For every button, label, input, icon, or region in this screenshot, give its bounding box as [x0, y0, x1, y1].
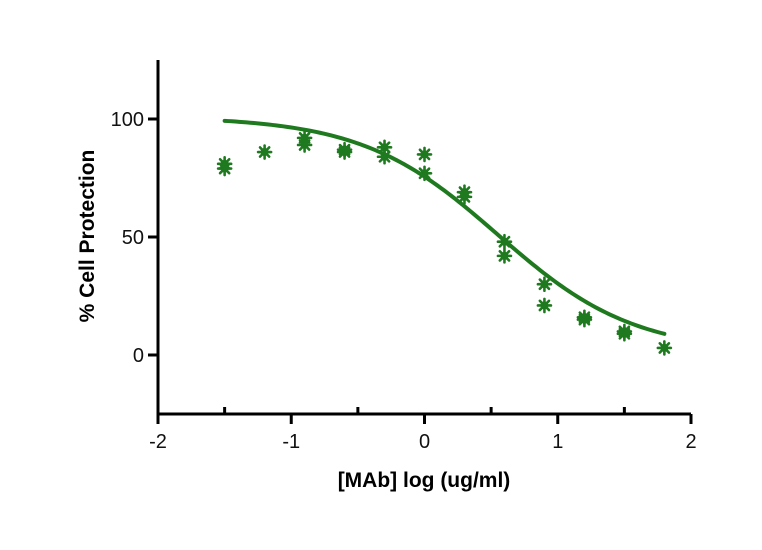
y-tick-label: 50 [122, 227, 144, 249]
axis-ticks [148, 117, 693, 424]
fit-curve [222, 118, 667, 336]
data-point [256, 144, 273, 160]
x-axis-title: [MAb] log (ug/ml) [338, 469, 511, 492]
x-tick-label: 0 [419, 431, 430, 453]
data-point [416, 165, 433, 182]
tick-labels: -2 -1 0 1 2 0 50 100 [111, 109, 697, 453]
data-point [616, 325, 633, 342]
data-point [216, 160, 233, 177]
data-point [536, 276, 553, 293]
y-tick-label: 100 [111, 109, 144, 131]
x-tick-label: 2 [685, 431, 696, 453]
data-point [496, 233, 513, 250]
y-axis-title: % Cell Protection [76, 150, 99, 323]
x-tick-label: -1 [282, 431, 300, 453]
data-point [416, 146, 433, 163]
data-point [496, 248, 513, 264]
x-tick-label: -2 [149, 431, 167, 453]
x-tick-label: 1 [552, 431, 563, 453]
data-point [576, 311, 593, 328]
data-point [296, 137, 313, 153]
data-point [376, 148, 393, 165]
data-points [216, 130, 673, 356]
axes [156, 60, 691, 416]
data-point [336, 144, 353, 160]
data-point [536, 297, 553, 314]
data-point [456, 189, 473, 205]
data-point [656, 340, 673, 356]
y-tick-label: 0 [133, 345, 144, 367]
